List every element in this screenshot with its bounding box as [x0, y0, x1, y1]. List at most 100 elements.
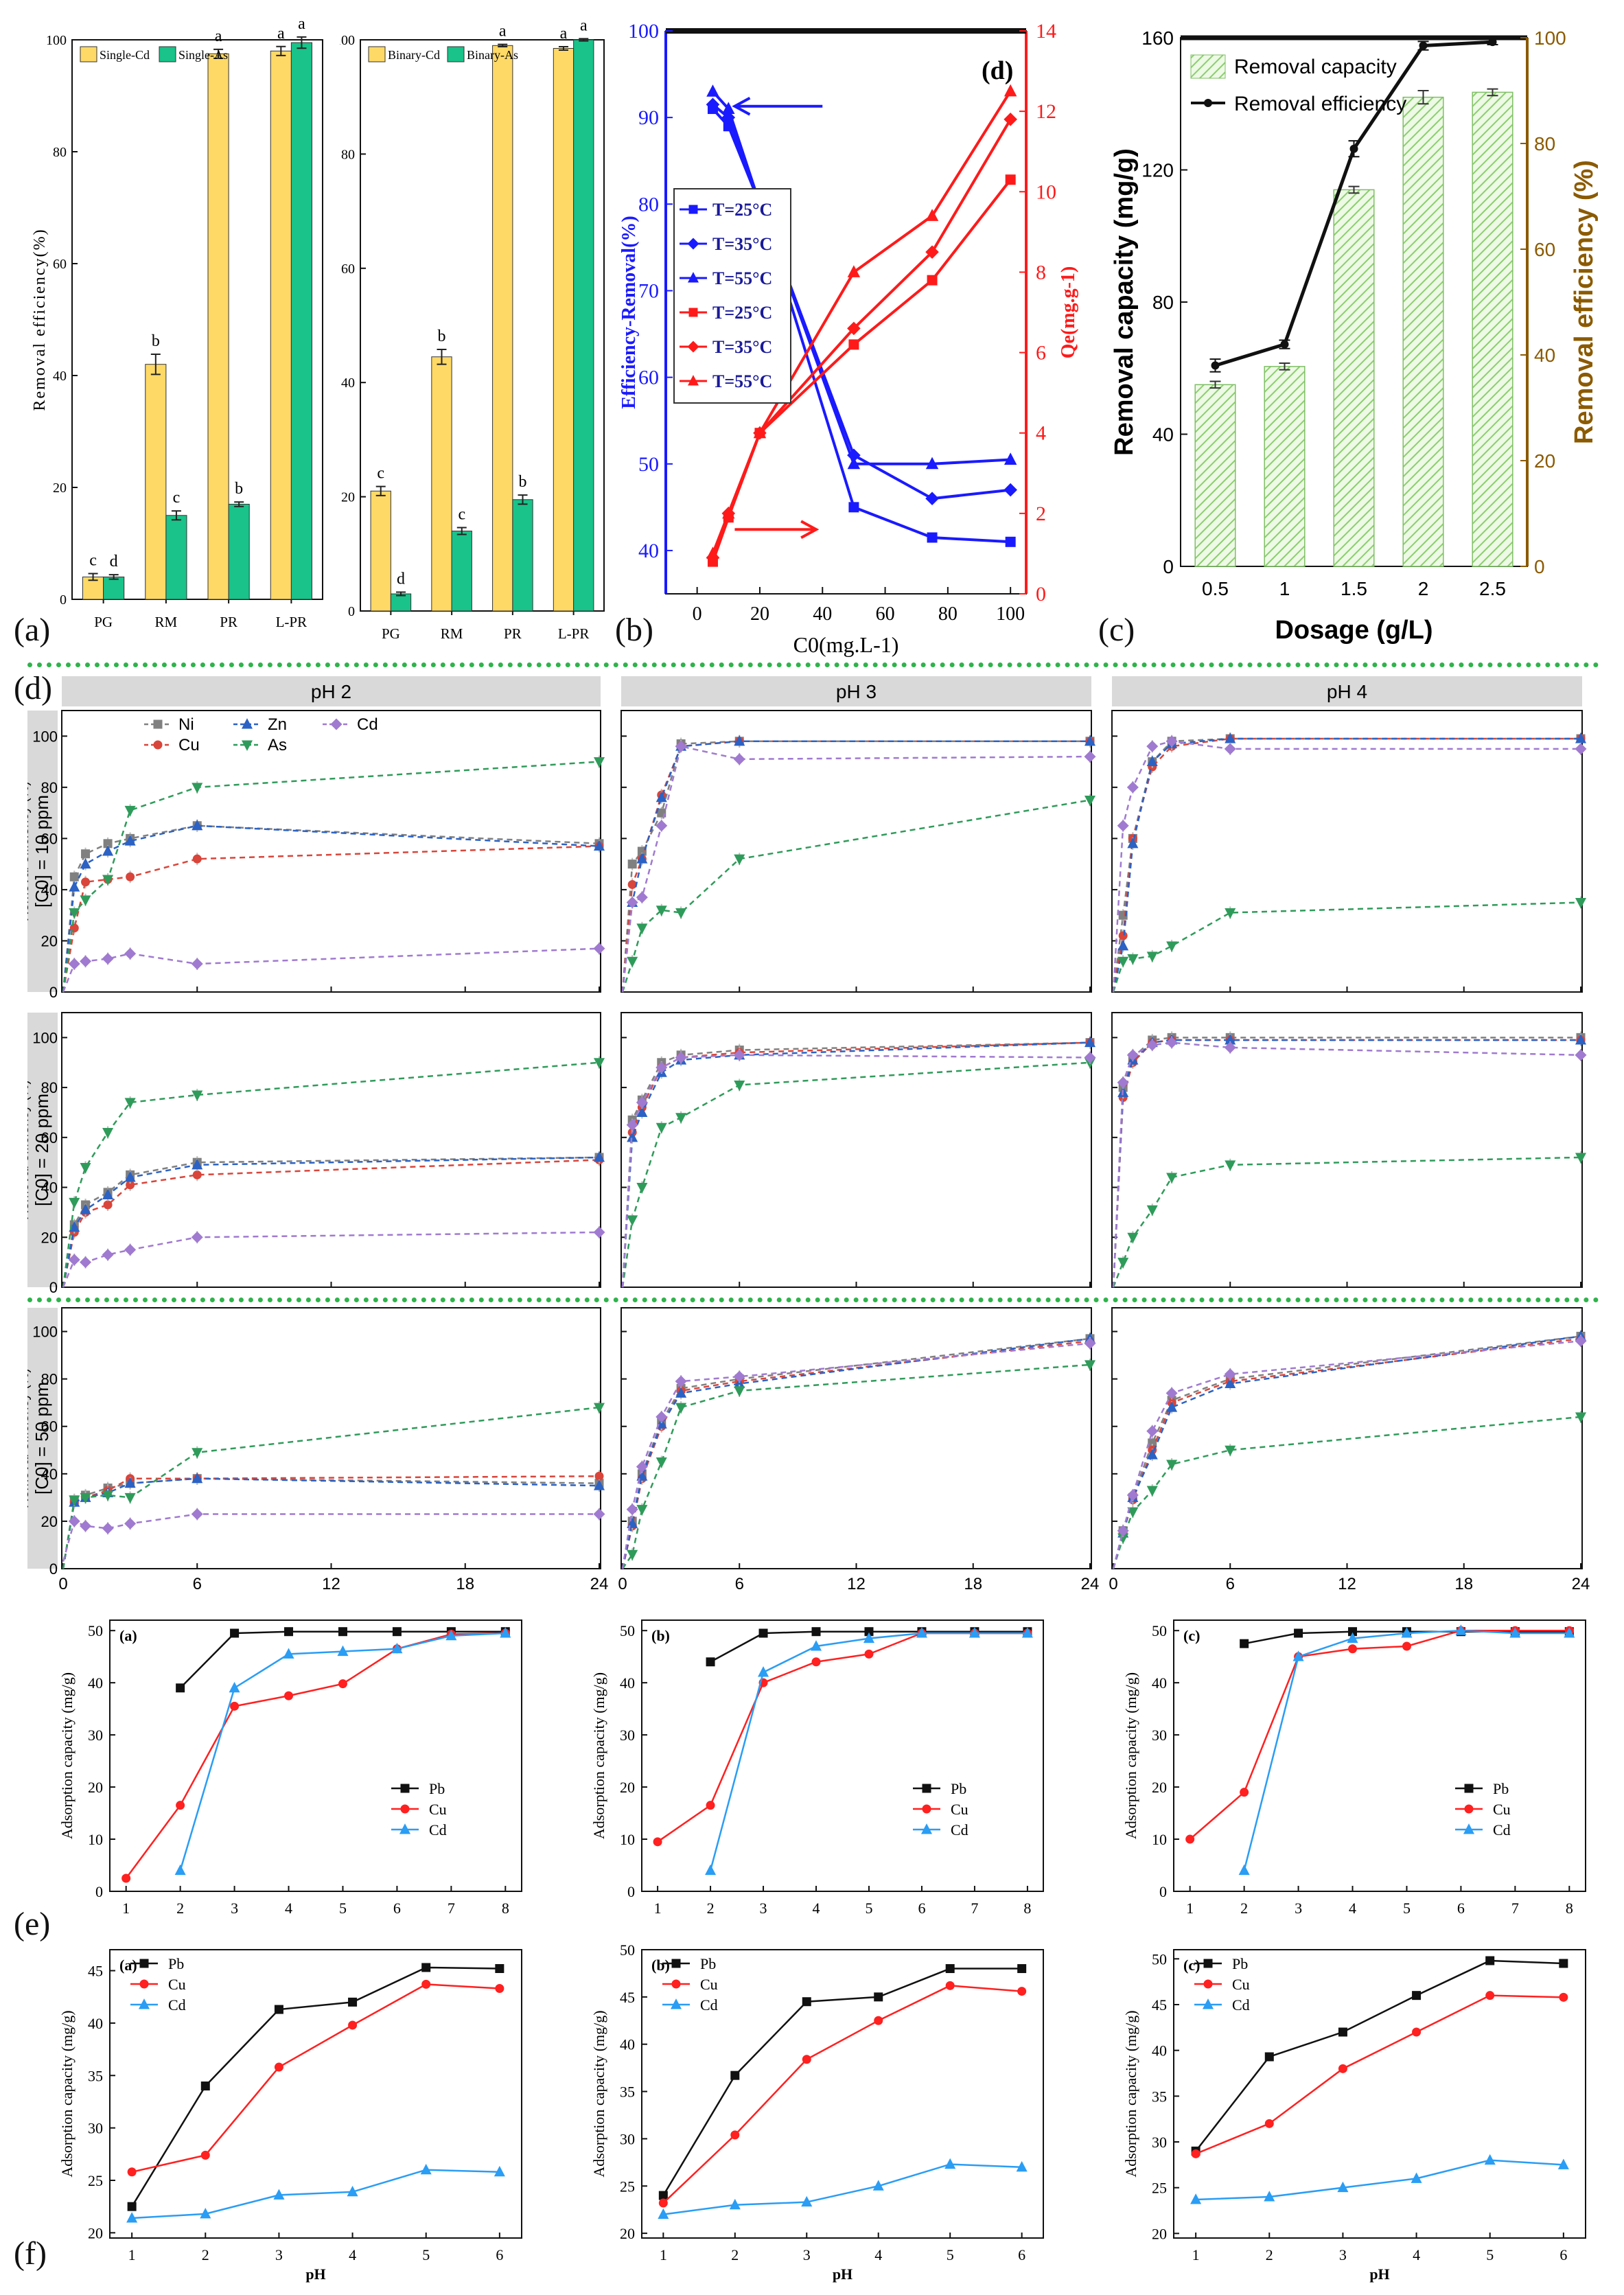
d-panel-r0-c0-point-zn	[192, 819, 203, 831]
f-panel-1-xtick-label: 3	[803, 2246, 811, 2263]
chart-f-row: 1 2 3 4 5 6 20 25 30 35 40 45 Adsorption capacity (m…	[27, 1936, 1613, 2293]
f-panel-1-xtick-label: 1	[660, 2246, 667, 2263]
c-bar-errorbar	[1487, 88, 1498, 97]
d-panel-r1-c0-ytick-label: 20	[41, 1229, 58, 1246]
c-xtick-label: 1.5	[1341, 578, 1367, 599]
a1-sig-letter: a	[277, 25, 285, 43]
e-panel-1-xtick-label: 2	[707, 1900, 715, 1917]
a2-sig-letter: d	[397, 570, 405, 588]
e-panel-1-ytick-label: 20	[620, 1779, 635, 1796]
d-panel-r2-c2-point-as	[1225, 1445, 1236, 1457]
f-panel-1-point-pb	[1017, 1964, 1027, 1974]
chart-c: 0 40 80 120 160 0 20 40 60 80 100 Removal capacity …	[1098, 14, 1624, 659]
b-series-line-2	[711, 90, 1011, 465]
d-panel-r1-c2-frame	[1111, 1012, 1583, 1288]
b-point-5	[925, 209, 939, 221]
e-panel-0-xtick-label: 2	[176, 1900, 184, 1917]
d-panel-r1-c2-point-cd	[1146, 1039, 1159, 1051]
d-legend-marker	[153, 740, 163, 750]
f-panel-0-point-pb	[200, 2081, 210, 2091]
d-panel-r1-c0-point-cd	[593, 1226, 605, 1238]
e-panel-1-ytick-label: 30	[620, 1727, 635, 1744]
f-panel-0-line-cd	[132, 2169, 500, 2219]
d-panel-r0-c1-frame	[620, 710, 1092, 993]
d-panel-r2-c1-point-cd	[675, 1375, 687, 1387]
d-panel-r0-c0-point-zn	[102, 845, 114, 856]
f-panel-1-legend-label: Cd	[700, 1996, 718, 2014]
b-legend-label: T=35°C	[712, 234, 772, 254]
f-panel-1-point-pb	[945, 1964, 955, 1974]
e-panel-2-point-cu	[1240, 1788, 1249, 1797]
e-panel-2-ytick-label: 0	[1159, 1883, 1167, 1900]
d-panel-r2-c0-ytick-label: 100	[32, 1324, 58, 1341]
c-bar-errorbar	[1209, 380, 1221, 389]
f-panel-2-point-pb	[1412, 1991, 1422, 2000]
b-legend-label: T=55°C	[712, 268, 772, 288]
a1-bar	[270, 50, 292, 600]
d-panel-r0-c2-point-as	[1166, 941, 1178, 952]
f-panel-0-legend-marker	[139, 1979, 149, 1989]
b-legend-label: T=35°C	[712, 337, 772, 357]
d-panel-r2-c2-xtick-label: 12	[1338, 1575, 1356, 1593]
e-panel-1-point-cu	[864, 1649, 874, 1659]
e-panel-2-ytick-label: 50	[1152, 1622, 1167, 1639]
c-ytick-label: 40	[1152, 424, 1174, 446]
d-panel-r0-c0-point-cu	[192, 854, 202, 864]
d-panel-r1-c0-ylabel: Removal efficiency (%)	[27, 1080, 32, 1220]
e-panel-1-point-cd	[968, 1627, 980, 1638]
f-panel-1-point-cd	[944, 2158, 956, 2169]
d-panel-r2-c1-point-as	[636, 1505, 648, 1516]
f-panel-0-xtick-label: 3	[275, 2246, 283, 2263]
d-legend-marker	[153, 719, 163, 729]
d-panel-r2-c2-point-as	[1166, 1460, 1178, 1471]
b-point-5	[722, 506, 735, 519]
c-ytick2-label: 100	[1534, 27, 1566, 49]
d-panel-r1-c0-frame	[61, 1012, 601, 1288]
d-col-label-2: pH 4	[1327, 681, 1367, 702]
e-panel-0-line-cd	[179, 1632, 506, 1871]
f-panel-2-point-pb	[1338, 2027, 1347, 2037]
a1-ylabel: Removal efficiency(%)	[31, 228, 49, 411]
c-legend-swatch-point	[1204, 99, 1212, 107]
d-panel-r1-c0-point-cd	[191, 1231, 203, 1243]
e-panel-0-point-cd	[337, 1645, 349, 1657]
e-panel-1-point-cu	[811, 1657, 821, 1667]
a2-errorbar	[396, 591, 406, 597]
f-panel-2-point-cd	[1484, 2154, 1496, 2165]
b-xtick-label: 80	[938, 603, 958, 625]
d-panel-r2-c0-ytick-label: 40	[41, 1466, 58, 1483]
e-panel-2-point-cd	[1238, 1864, 1250, 1876]
b-xtick-label: 20	[750, 603, 769, 625]
d-panel-r2-c0-ytick-label: 60	[41, 1418, 58, 1435]
e-panel-1-point-cu	[706, 1801, 715, 1810]
d-panel-r2-c1-point-as	[627, 1549, 638, 1561]
b-xtick-label: 60	[876, 603, 895, 625]
f-panel-1-ylabel: Adsorption capacity (mg/g)	[590, 2010, 607, 2177]
e-panel-0-ytick-label: 20	[88, 1779, 103, 1796]
e-panel-0-xtick-label: 7	[448, 1900, 455, 1917]
a1-legend-swatch	[159, 46, 176, 62]
e-panel-2-point-pb	[1240, 1639, 1249, 1648]
a1-errorbar	[234, 501, 244, 507]
f-panel-1-tag: (b)	[651, 1957, 670, 1974]
d-panel-r0-c0-point-as	[593, 757, 605, 768]
b-point-0	[848, 502, 859, 513]
f-panel-1-ytick-label: 25	[620, 2178, 635, 2195]
d-panel-r2-c2-point-as	[1127, 1507, 1139, 1518]
a1-sig-letter: b	[152, 332, 160, 350]
d-panel-r1-c2-point-zn	[1575, 1034, 1587, 1045]
e-panel-2-line-cu	[1189, 1629, 1570, 1840]
e-panel-0-ytick-label: 40	[88, 1674, 103, 1692]
e-panel-1-xtick-label: 5	[865, 1900, 872, 1917]
d-panel-r0-c1-point-as	[636, 923, 648, 934]
f-panel-0-ytick-label: 20	[88, 2224, 103, 2241]
e-panel-1-line-cd	[709, 1632, 1028, 1871]
f-panel-2-point-pb	[1485, 1956, 1495, 1965]
d-row-strip-2	[27, 1308, 58, 1569]
d-panel-r1-c2-point-cd	[1575, 1049, 1587, 1061]
b-point-5	[706, 546, 719, 559]
c-bar	[1264, 366, 1306, 567]
d-panel-r0-c2-point-cd	[1575, 743, 1587, 755]
chart-e-row: 1 2 3 4 5 6 7 8 0 10 20 30 40 50 Adsorption capacity (…	[27, 1606, 1613, 1933]
